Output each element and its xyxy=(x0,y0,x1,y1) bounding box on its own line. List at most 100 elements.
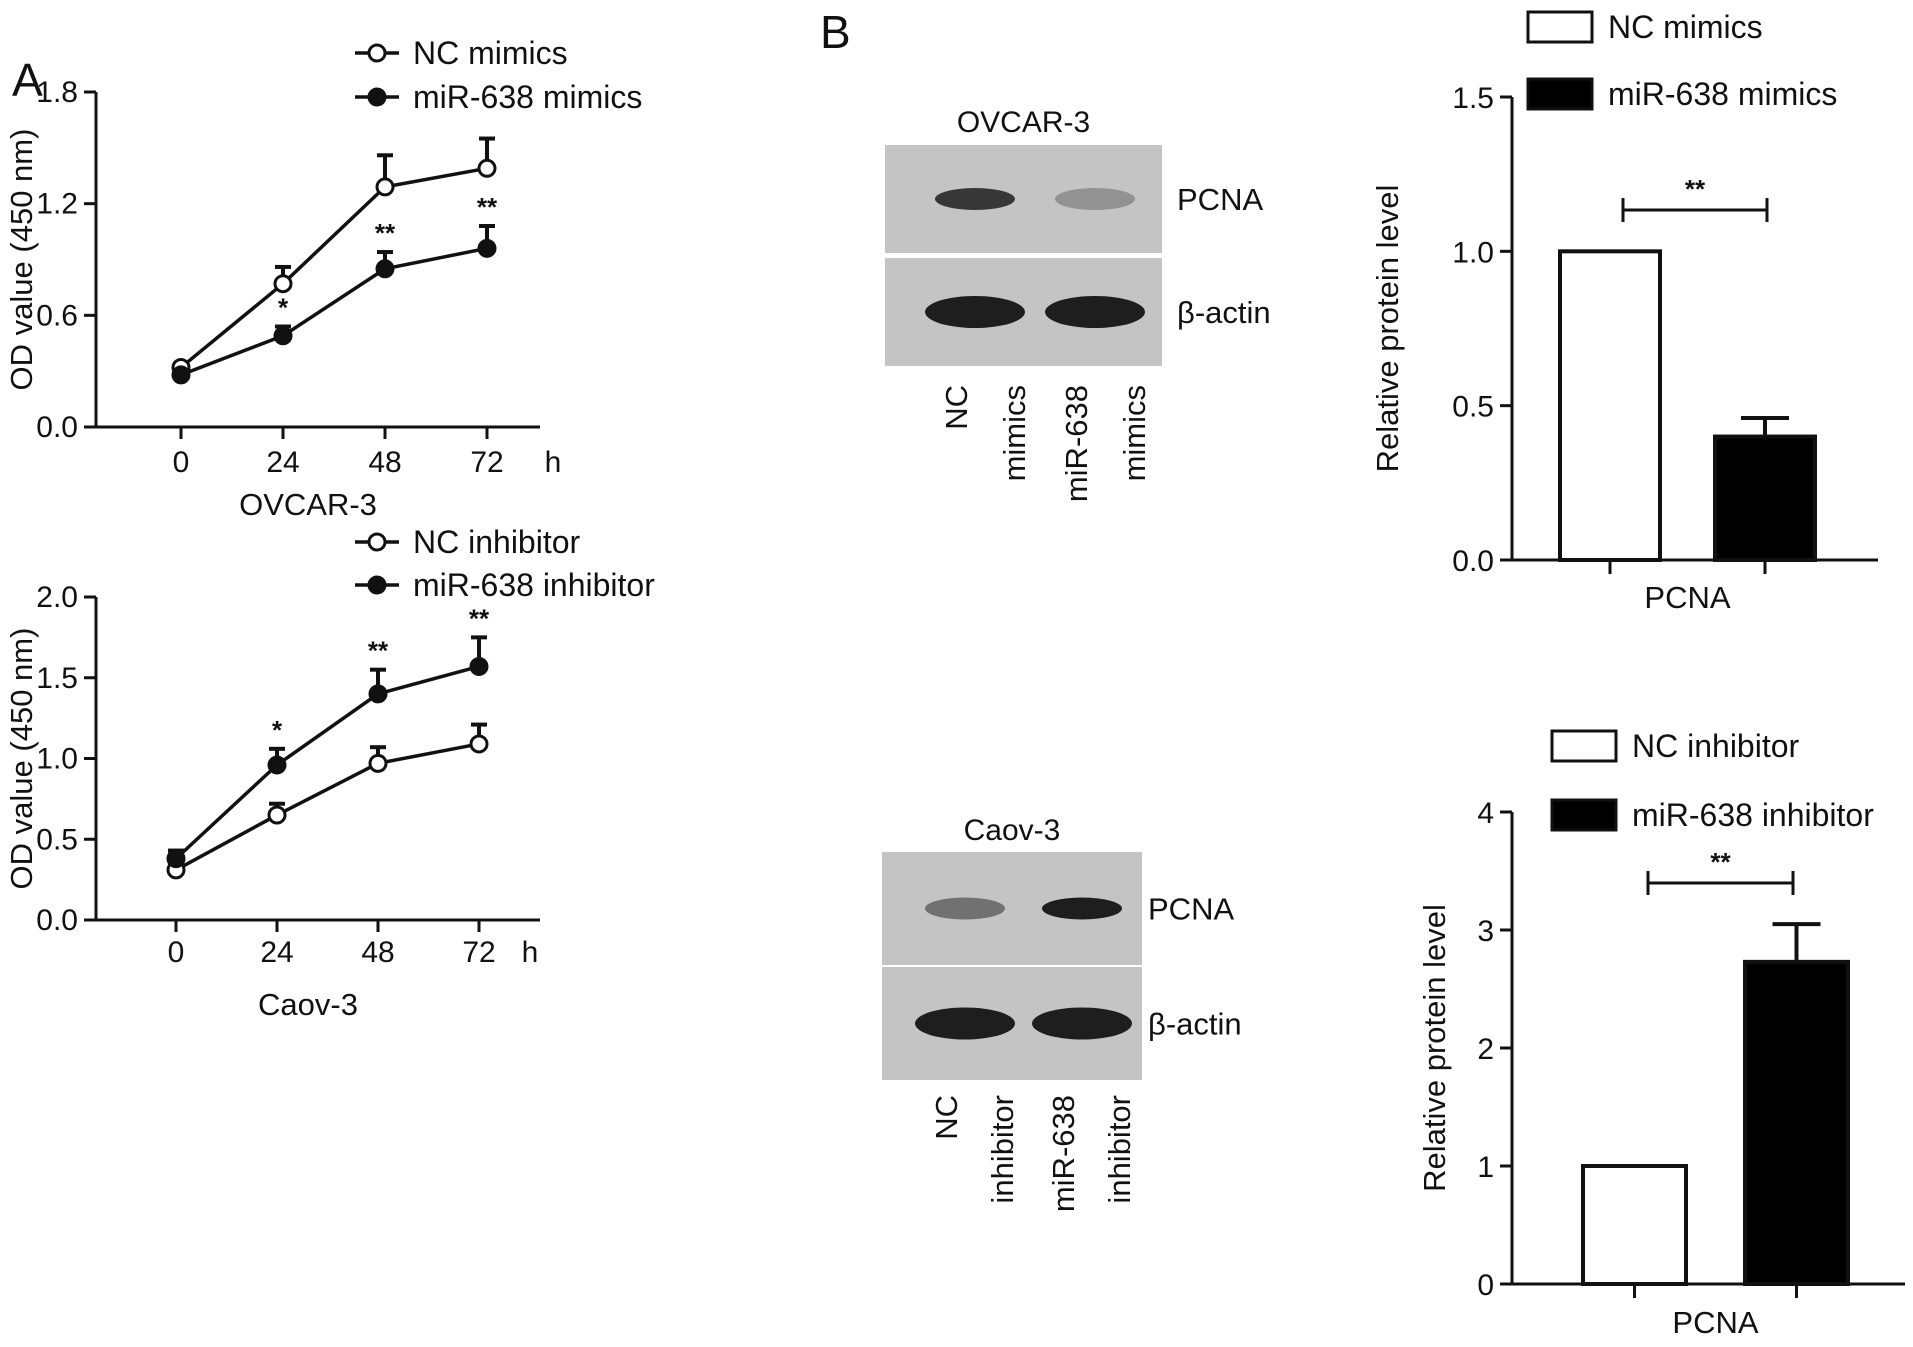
blot-membrane xyxy=(885,145,1162,253)
legend-swatch xyxy=(1550,798,1618,832)
protein-band xyxy=(1045,296,1145,328)
y-tick-label: 1.8 xyxy=(36,76,78,109)
series-line xyxy=(174,664,480,860)
significance-mark: * xyxy=(278,293,289,323)
significance-mark: ** xyxy=(1710,847,1731,877)
legend-label: NC mimics xyxy=(1608,9,1763,45)
x-tick-label: 0 xyxy=(168,936,185,969)
data-point xyxy=(267,805,287,825)
legend-label: miR-638 mimics xyxy=(1608,76,1837,112)
line-chart-ovcar3: 0.0 0.6 1.2 1.8 0 24 48 72 h OVCAR-3 OD value (450… xyxy=(4,35,642,522)
series-line xyxy=(180,246,488,377)
bar xyxy=(1558,249,1662,562)
western-blot-caov3: Caov-3 PCNA β-actin NC inhibitor miR-638 inhib… xyxy=(882,814,1242,1212)
x-tick-label: 0 xyxy=(173,446,190,479)
lane-label: inhibitor xyxy=(985,1095,1020,1204)
lane-label: mimics xyxy=(997,385,1032,481)
y-tick-label: 1.0 xyxy=(1452,236,1494,269)
significance-mark: ** xyxy=(469,603,490,633)
band-label: β-actin xyxy=(1148,1007,1242,1042)
legend-label: miR-638 inhibitor xyxy=(413,567,655,603)
data-point xyxy=(469,734,489,754)
data-point xyxy=(368,684,388,704)
legend-label: NC inhibitor xyxy=(1632,728,1800,764)
panel-letter-a: A xyxy=(12,54,43,106)
y-axis-title: OD value (450 nm) xyxy=(4,628,39,890)
protein-band xyxy=(1042,897,1122,920)
blot-title: OVCAR-3 xyxy=(957,106,1090,139)
y-tick-label: 4 xyxy=(1477,797,1494,830)
significance-mark: ** xyxy=(368,636,389,666)
y-tick-label: 0 xyxy=(1477,1269,1494,1302)
y-tick-label: 1.2 xyxy=(36,188,78,221)
y-tick-label: 0.5 xyxy=(36,823,78,856)
data-point xyxy=(375,177,395,197)
series-line xyxy=(179,166,488,369)
data-point xyxy=(375,259,395,279)
data-point xyxy=(469,656,489,676)
bar xyxy=(1581,1164,1688,1286)
x-tick-label: 72 xyxy=(470,446,503,479)
data-point xyxy=(166,849,186,869)
x-tick-label: 24 xyxy=(260,936,293,969)
y-tick-label: 0.6 xyxy=(36,299,78,332)
y-tick-label: 0.0 xyxy=(1452,545,1494,578)
band-label: β-actin xyxy=(1177,295,1271,330)
y-tick-label: 0.0 xyxy=(36,411,78,444)
y-tick-label: 0.0 xyxy=(36,904,78,937)
x-axis-title: OVCAR-3 xyxy=(239,487,377,522)
x-unit-label: h xyxy=(545,446,562,479)
significance-mark: ** xyxy=(477,192,498,222)
panel-letter-b: B xyxy=(820,6,851,58)
protein-band xyxy=(1055,188,1135,210)
band-label: PCNA xyxy=(1148,892,1234,927)
legend-marker xyxy=(367,532,387,552)
y-tick-label: 1.0 xyxy=(36,743,78,776)
data-point xyxy=(171,365,191,385)
line-chart-caov3: 0.0 0.5 1.0 1.5 2.0 0 24 48 72 h Caov-3 OD value (4… xyxy=(4,524,655,1022)
significance-mark: * xyxy=(272,715,283,745)
data-point xyxy=(368,753,388,773)
significance-mark: ** xyxy=(375,218,396,248)
x-axis-title: Caov-3 xyxy=(258,987,358,1022)
bar xyxy=(1713,434,1817,562)
data-point xyxy=(477,158,497,178)
legend-marker xyxy=(367,87,387,107)
protein-band xyxy=(925,897,1005,920)
legend-swatch xyxy=(1550,729,1618,763)
y-tick-label: 2.0 xyxy=(36,581,78,614)
legend-label: NC inhibitor xyxy=(413,524,581,560)
x-tick-label: 72 xyxy=(462,936,495,969)
legend-marker xyxy=(367,43,387,63)
bar-chart-ovcar3-pcna: 0.0 0.5 1.0 1.5 PCNA Relative protein level NC… xyxy=(1370,9,1878,615)
y-axis-title: Relative protein level xyxy=(1370,185,1405,473)
western-blot-ovcar3: OVCAR-3 PCNA β-actin NC mimics miR-638 mimics xyxy=(885,106,1271,502)
lane-label: NC xyxy=(939,385,974,430)
data-point xyxy=(477,238,497,258)
protein-band xyxy=(1032,1007,1132,1040)
x-tick-label: 48 xyxy=(361,936,394,969)
x-tick-label: 48 xyxy=(368,446,401,479)
blot-title: Caov-3 xyxy=(964,814,1061,847)
legend-label: miR-638 mimics xyxy=(413,79,642,115)
band-label: PCNA xyxy=(1177,182,1263,217)
x-unit-label: h xyxy=(522,936,539,969)
legend-swatch xyxy=(1526,77,1594,111)
legend-label: NC mimics xyxy=(413,35,568,71)
data-point xyxy=(267,755,287,775)
bar xyxy=(1743,959,1850,1286)
y-tick-label: 1 xyxy=(1477,1151,1494,1184)
x-tick-label: 24 xyxy=(266,446,299,479)
y-tick-label: 2 xyxy=(1477,1033,1494,1066)
x-axis-title: PCNA xyxy=(1672,1305,1758,1340)
x-axis-title: PCNA xyxy=(1644,580,1730,615)
y-axis-title: Relative protein level xyxy=(1417,904,1452,1192)
lane-label: mimics xyxy=(1117,385,1152,481)
y-axis-title: OD value (450 nm) xyxy=(4,129,39,391)
protein-band xyxy=(925,296,1025,328)
y-tick-label: 1.5 xyxy=(36,662,78,695)
lane-label: NC xyxy=(929,1095,964,1140)
legend-label: miR-638 inhibitor xyxy=(1632,797,1874,833)
y-tick-label: 3 xyxy=(1477,915,1494,948)
significance-mark: ** xyxy=(1685,174,1706,204)
